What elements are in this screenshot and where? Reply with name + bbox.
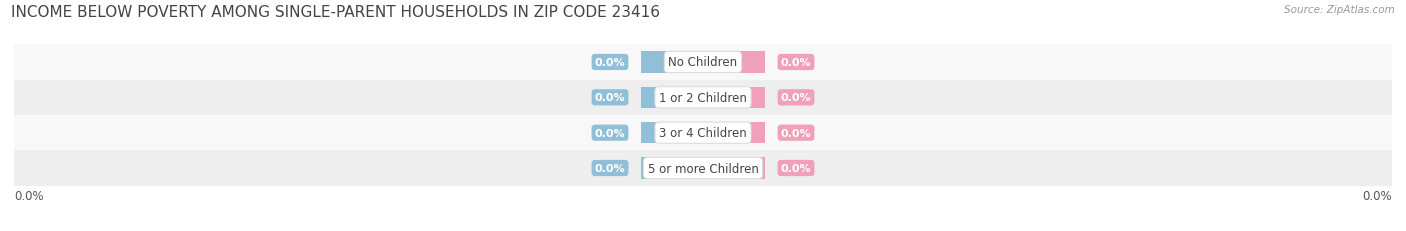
Text: 5 or more Children: 5 or more Children <box>648 162 758 175</box>
Text: INCOME BELOW POVERTY AMONG SINGLE-PARENT HOUSEHOLDS IN ZIP CODE 23416: INCOME BELOW POVERTY AMONG SINGLE-PARENT… <box>11 5 661 20</box>
Text: 0.0%: 0.0% <box>780 93 811 103</box>
Bar <box>14 151 1392 186</box>
Bar <box>703 158 765 179</box>
Text: Source: ZipAtlas.com: Source: ZipAtlas.com <box>1284 5 1395 15</box>
Bar <box>14 45 1392 80</box>
Text: 0.0%: 0.0% <box>595 128 626 138</box>
Text: 0.0%: 0.0% <box>14 189 44 202</box>
Text: 0.0%: 0.0% <box>780 58 811 68</box>
Text: 0.0%: 0.0% <box>1362 189 1392 202</box>
Bar <box>14 116 1392 151</box>
Text: 0.0%: 0.0% <box>595 93 626 103</box>
Text: No Children: No Children <box>668 56 738 69</box>
Bar <box>703 52 765 73</box>
Text: 0.0%: 0.0% <box>780 163 811 173</box>
Bar <box>641 158 703 179</box>
Text: 1 or 2 Children: 1 or 2 Children <box>659 91 747 104</box>
Text: 0.0%: 0.0% <box>595 163 626 173</box>
Text: 0.0%: 0.0% <box>780 128 811 138</box>
Bar <box>641 87 703 109</box>
Bar <box>703 87 765 109</box>
Bar <box>641 122 703 144</box>
Bar <box>703 122 765 144</box>
Text: 3 or 4 Children: 3 or 4 Children <box>659 127 747 140</box>
Bar <box>14 80 1392 116</box>
Bar <box>641 52 703 73</box>
Text: 0.0%: 0.0% <box>595 58 626 68</box>
